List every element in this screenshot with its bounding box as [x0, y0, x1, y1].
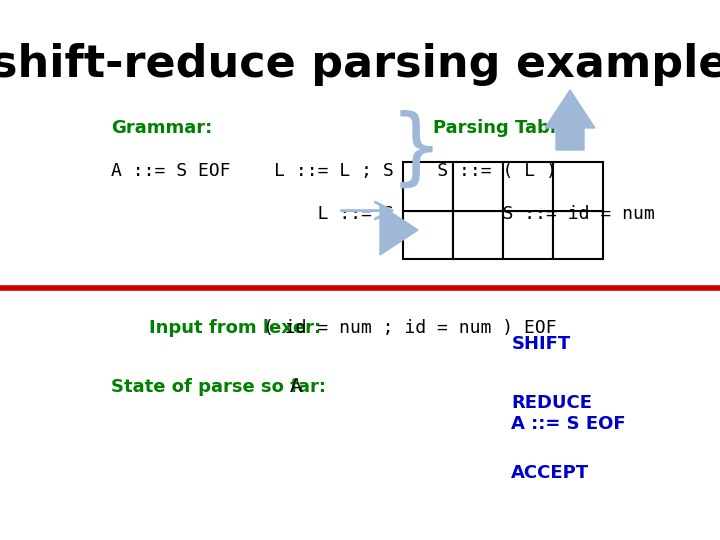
Text: REDUCE
A ::= S EOF: REDUCE A ::= S EOF [511, 394, 626, 433]
Bar [403, 162, 453, 211]
Bar [453, 162, 503, 211]
Text: Input from lexer:: Input from lexer: [149, 319, 321, 336]
Text: A: A [289, 378, 302, 396]
Polygon shape [380, 205, 418, 255]
Text: A ::= S EOF    L ::= L ; S    S ::= ( L ): A ::= S EOF L ::= L ; S S ::= ( L ) [112, 162, 557, 180]
Bar [403, 211, 453, 259]
Polygon shape [545, 90, 595, 150]
Text: Parsing Table: Parsing Table [433, 119, 568, 137]
Text: Grammar:: Grammar: [112, 119, 212, 137]
Text: shift-reduce parsing example: shift-reduce parsing example [0, 43, 720, 86]
Text: State of parse so far:: State of parse so far: [112, 378, 326, 396]
Bar [453, 211, 503, 259]
Bar [503, 211, 553, 259]
Bar [553, 211, 603, 259]
Bar [503, 162, 553, 211]
Text: ACCEPT: ACCEPT [511, 464, 590, 482]
Bar [553, 162, 603, 211]
Text: L ::= S          S ::= id = num: L ::= S S ::= id = num [112, 205, 655, 223]
Text: }: } [390, 110, 443, 191]
Text: SHIFT: SHIFT [511, 335, 570, 353]
Text: ( id = num ; id = num ) EOF: ( id = num ; id = num ) EOF [263, 319, 557, 336]
